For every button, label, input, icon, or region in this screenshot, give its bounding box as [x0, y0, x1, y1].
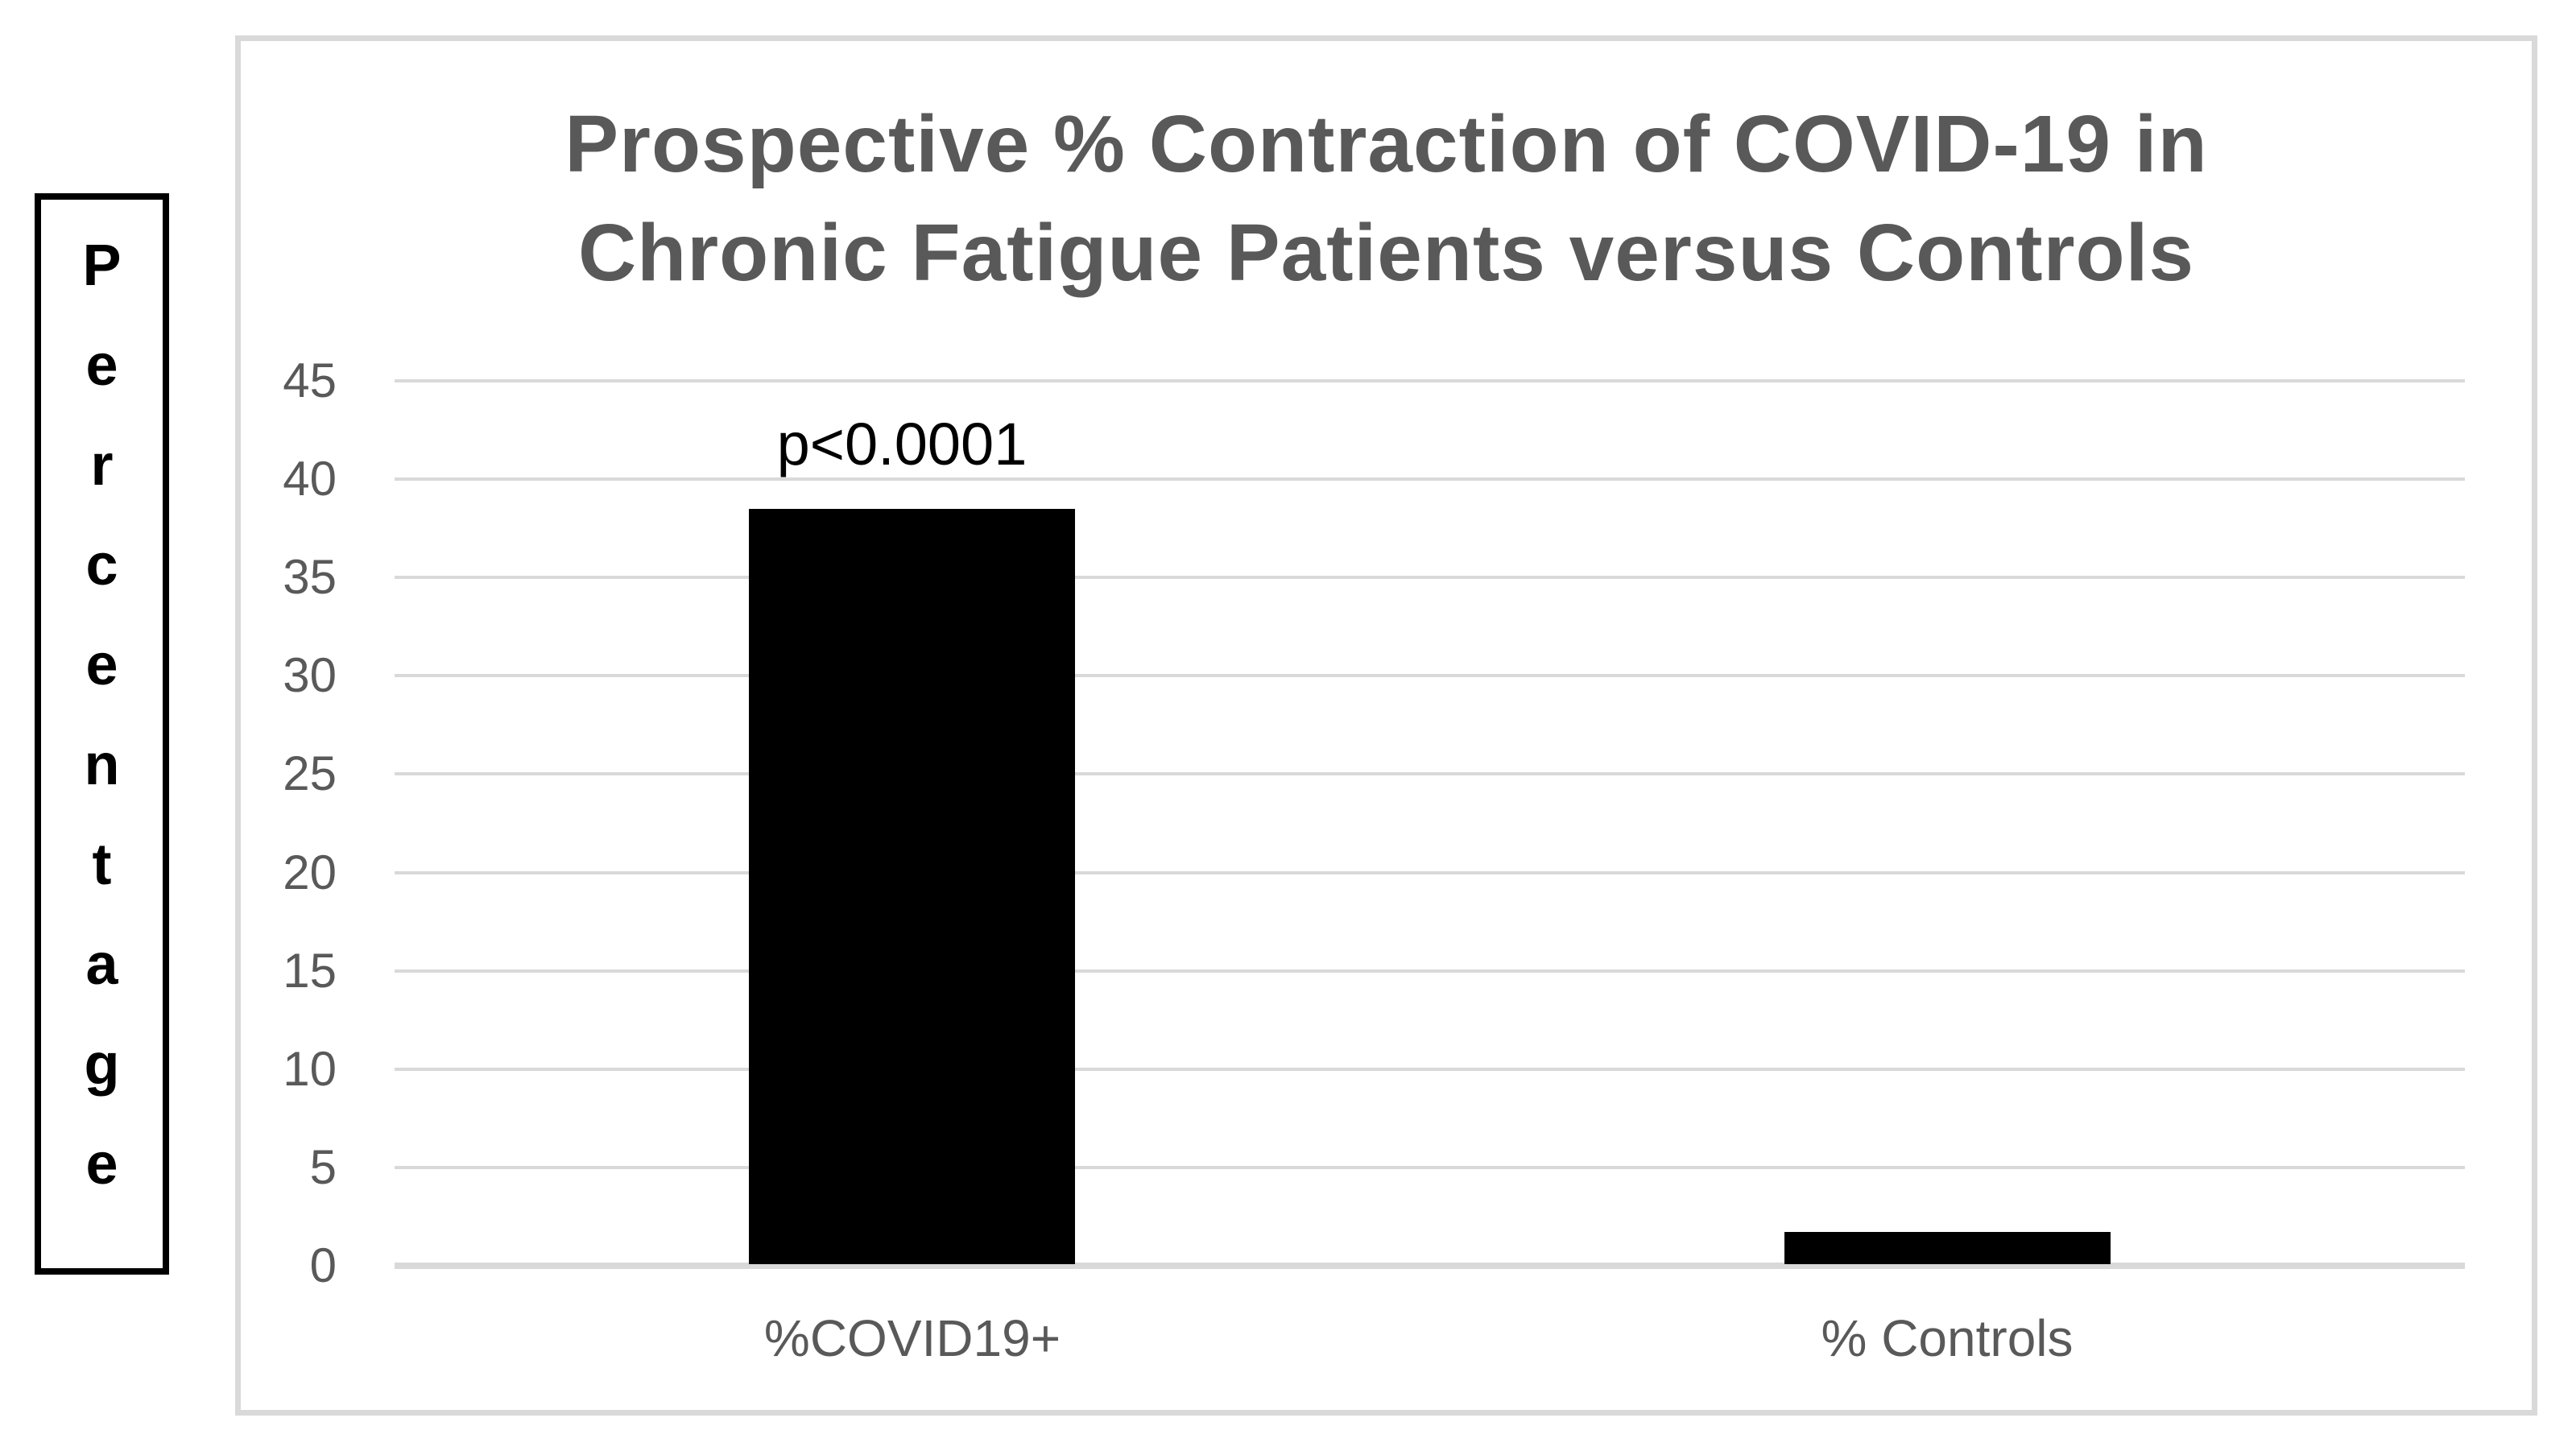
- gridline-25: [395, 772, 2465, 775]
- category-label-2: % Controls: [1821, 1309, 2074, 1367]
- y-tick-label-40: 40: [283, 452, 337, 506]
- gridline-35: [395, 576, 2465, 579]
- category-label-1: %COVID19+: [763, 1309, 1061, 1367]
- p-value-annotation: p<0.0001: [776, 411, 1028, 477]
- y-axis-title-letter-6: n: [84, 733, 120, 797]
- y-tick-label-15: 15: [283, 944, 337, 998]
- y-axis-title-letter-10: e: [85, 1132, 118, 1197]
- y-axis-title-letter-8: a: [85, 932, 118, 997]
- gridline-15: [395, 969, 2465, 973]
- y-axis-title-letter-2: e: [85, 333, 118, 398]
- gridline-40: [395, 477, 2465, 481]
- chart-title-line-2: Chronic Fatigue Patients versus Controls: [577, 208, 2195, 298]
- y-tick-label-45: 45: [283, 353, 337, 407]
- y-axis-title-letter-4: c: [85, 533, 118, 597]
- y-tick-label-5: 5: [309, 1140, 337, 1194]
- y-tick-label-35: 35: [283, 550, 337, 604]
- y-axis-title-letter-5: e: [85, 633, 118, 697]
- y-axis-title-letter-7: t: [92, 833, 112, 897]
- chart-frame: [235, 35, 2537, 1416]
- x-axis-line: [395, 1263, 2465, 1269]
- chart-title-line-1: Prospective % Contraction of COVID-19 in: [564, 99, 2208, 189]
- gridline-30: [395, 674, 2465, 677]
- y-axis-title-letter-1: P: [82, 234, 122, 298]
- y-tick-label-10: 10: [283, 1042, 337, 1096]
- bar--covid19-: [749, 509, 1075, 1264]
- y-tick-label-0: 0: [309, 1238, 337, 1292]
- y-tick-label-20: 20: [283, 845, 337, 899]
- y-axis-title-letter-3: r: [90, 433, 114, 498]
- gridline-20: [395, 871, 2465, 874]
- y-tick-label-30: 30: [283, 648, 337, 702]
- gridline-5: [395, 1166, 2465, 1169]
- gridline-10: [395, 1068, 2465, 1071]
- chart-title: Prospective % Contraction of COVID-19 in…: [235, 90, 2537, 308]
- gridline-45: [395, 379, 2465, 382]
- y-axis-title-letter-9: g: [84, 1032, 120, 1097]
- y-tick-label-25: 25: [283, 746, 337, 800]
- bar--controls: [1784, 1232, 2111, 1264]
